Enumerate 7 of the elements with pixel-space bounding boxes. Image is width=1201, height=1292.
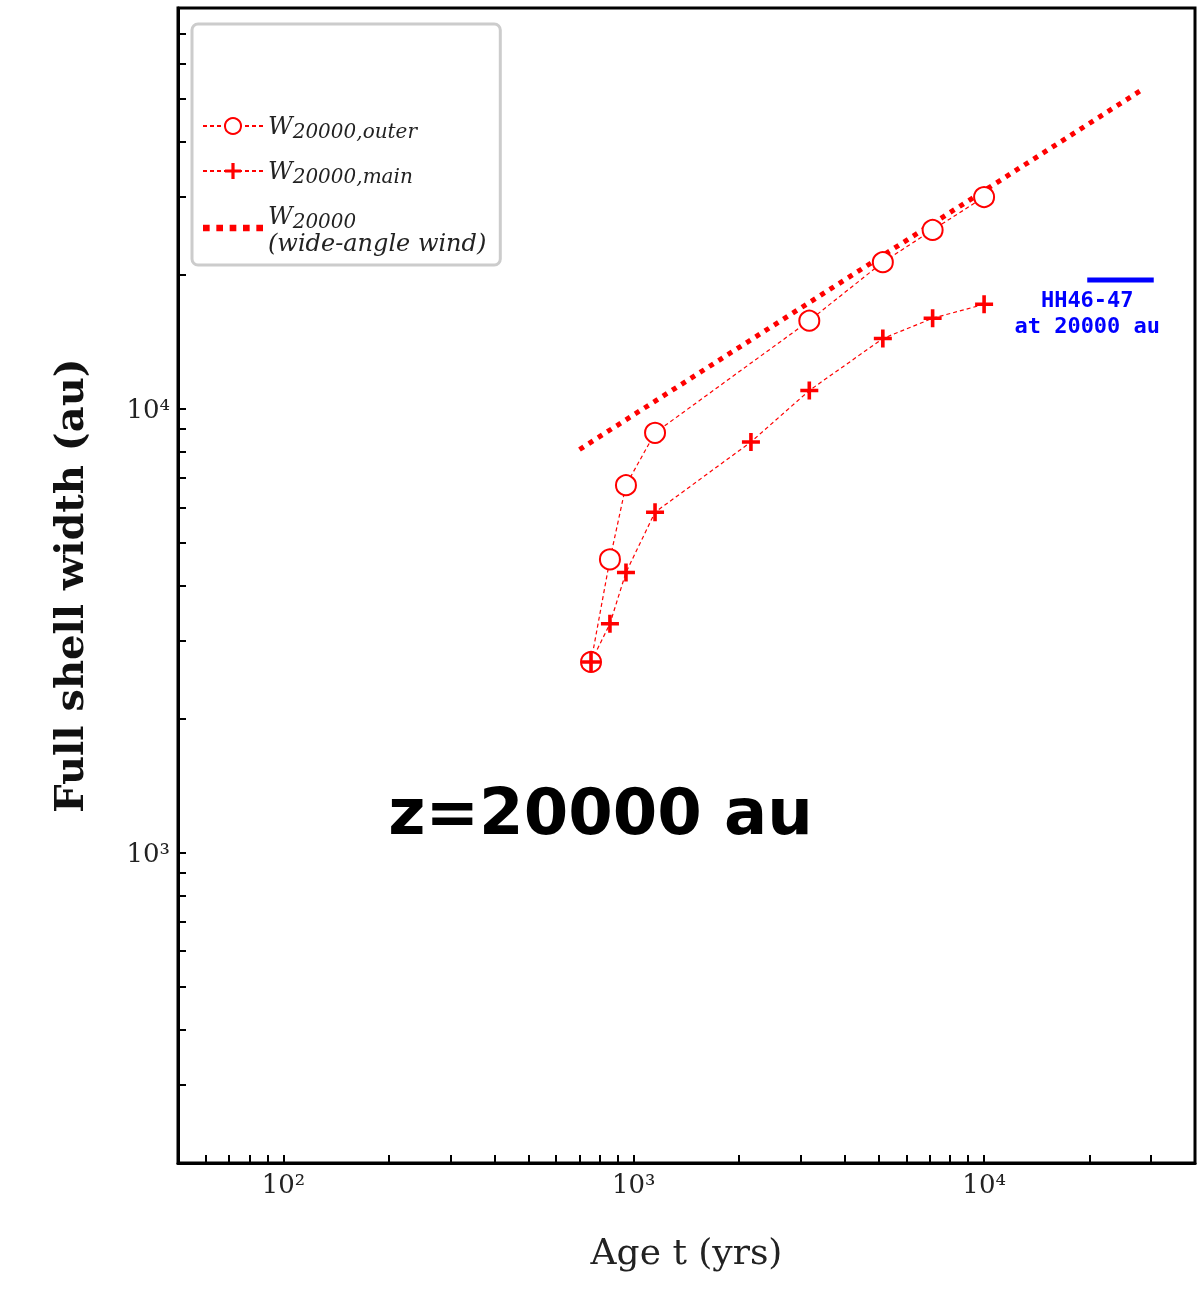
x-tick-label: 10³ (612, 1169, 656, 1199)
x-tick-label: 10² (261, 1169, 306, 1199)
x-axis-title: Age t (yrs) (589, 1230, 783, 1272)
series-label: HH46-47 at 20000 au (1014, 286, 1161, 338)
annotation: z=20000 au (388, 775, 813, 849)
x-tick-label: 10⁴ (962, 1169, 1006, 1199)
y-axis-title: Full shell width (au) (44, 358, 92, 813)
